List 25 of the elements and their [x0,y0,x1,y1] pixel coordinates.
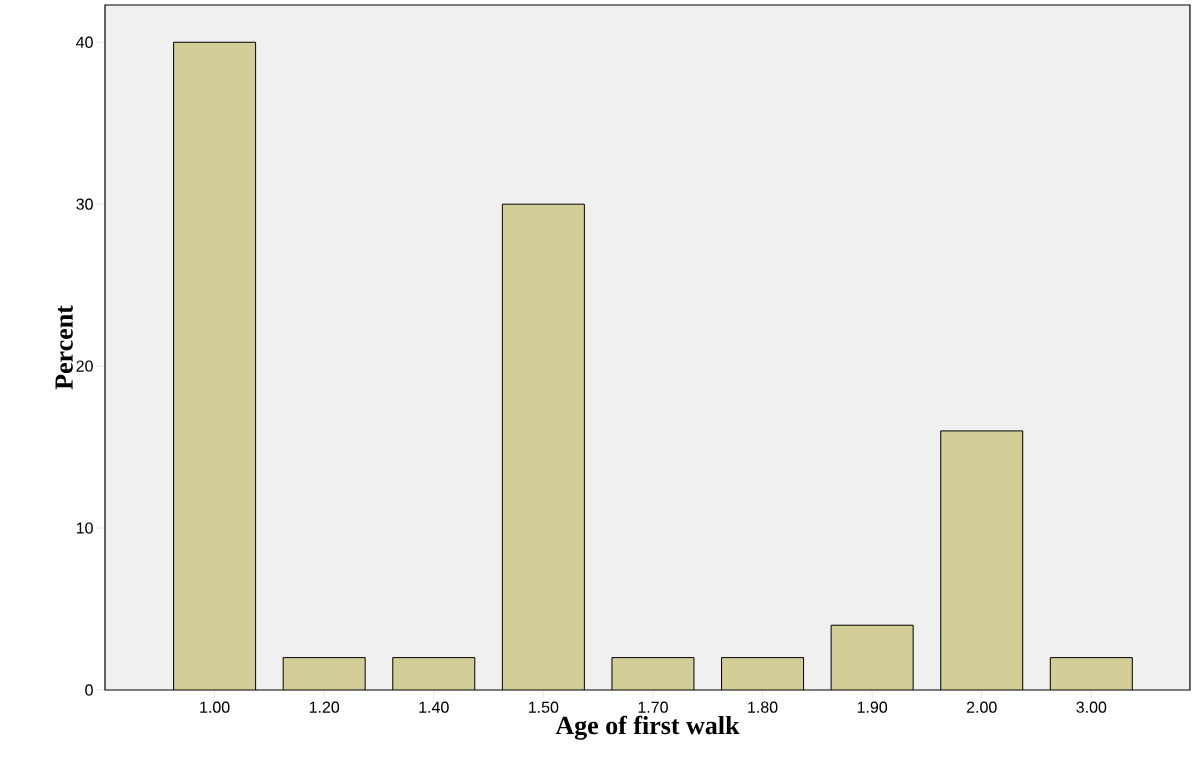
x-tick-label: 1.90 [857,701,888,713]
y-tick-label: 0 [85,684,93,696]
y-axis-title: Percent [55,305,73,390]
y-tick-label: 30 [76,198,93,210]
bar [721,657,804,690]
bar [283,657,366,690]
y-tick-label: 20 [76,360,93,372]
bar [940,430,1023,690]
bar [831,625,914,690]
bar [611,657,694,690]
bar [392,657,475,690]
x-tick-label: 1.00 [200,701,230,713]
x-tick-label: 3.00 [1076,701,1107,713]
bar [173,42,256,690]
y-tick-label: 10 [76,522,93,534]
y-tick-label: 40 [76,36,93,48]
x-tick-label: 1.80 [748,701,778,713]
x-tick-label: 1.70 [638,701,668,713]
x-axis-title: Age of first walk [555,715,740,740]
bar [502,204,585,690]
x-tick-label: 1.40 [419,701,449,713]
x-tick-label: 1.20 [309,701,340,713]
x-tick-label: 1.50 [529,701,559,713]
x-tick-label: 2.00 [966,701,997,713]
bar [1049,657,1133,690]
